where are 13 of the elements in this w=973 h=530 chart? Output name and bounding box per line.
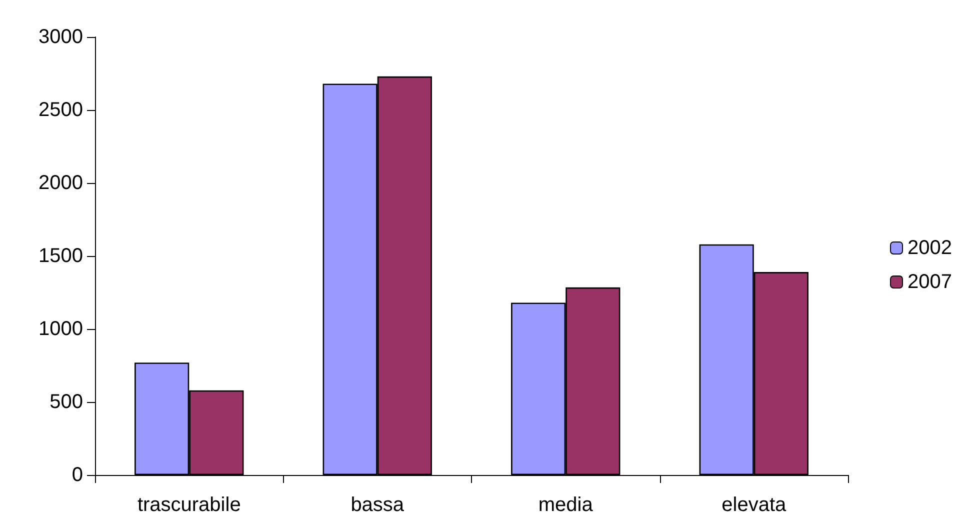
x-tick-label: media (538, 494, 594, 516)
x-tick-label: elevata (722, 494, 787, 516)
legend-label: 2002 (908, 237, 952, 259)
y-tick-label: 2000 (38, 172, 83, 194)
y-tick-label: 1000 (38, 318, 83, 340)
x-tick-label: bassa (350, 494, 405, 516)
y-tick-label: 0 (72, 464, 83, 486)
y-tick-label: 2500 (38, 99, 83, 121)
y-tick-label: 3000 (38, 26, 83, 48)
legend-label: 2007 (908, 271, 952, 293)
x-tick-label: trascurabile (137, 494, 241, 516)
y-tick-label: 1500 (38, 245, 83, 267)
y-tick-label: 500 (50, 391, 83, 413)
